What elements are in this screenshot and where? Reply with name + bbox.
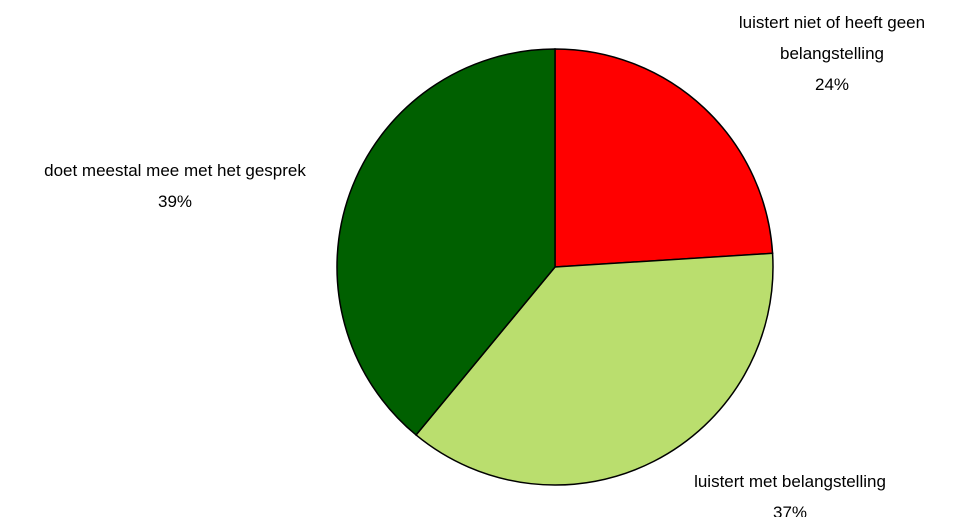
slice-label: luistert met belangstelling 37% xyxy=(640,466,940,517)
slice-label: doet meestal mee met het gesprek 39% xyxy=(0,155,350,217)
value-label: 39% xyxy=(157,192,193,211)
value-label: 37% xyxy=(772,503,808,517)
pie-slice xyxy=(414,252,774,486)
category-label: doet meestal mee met het gesprek xyxy=(44,161,306,180)
value-label: 24% xyxy=(814,75,850,94)
pie-slice xyxy=(336,48,556,437)
pie-slice xyxy=(554,48,774,268)
category-label: luistert niet of heeft geen belangstelli… xyxy=(738,13,926,63)
slice-label: luistert niet of heeft geen belangstelli… xyxy=(700,7,954,100)
category-label: luistert met belangstelling xyxy=(694,472,886,491)
